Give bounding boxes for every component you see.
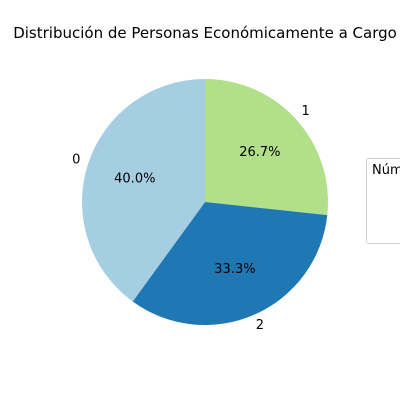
legend-title: Número [372,163,400,178]
chart-title: Distribución de Personas Económicamente … [13,24,397,42]
slice-label-2: 2 [256,318,264,333]
pie-slice-0 [82,79,205,302]
legend: Número [366,158,400,244]
slice-label-1: 1 [302,104,310,119]
pct-label-2: 33.3% [214,262,255,277]
pct-label-0: 40.0% [114,172,155,187]
slice-label-0: 0 [72,153,80,168]
pie-slice-1 [205,79,328,216]
pie-slice-2 [132,202,328,326]
pct-label-1: 26.7% [239,145,280,160]
